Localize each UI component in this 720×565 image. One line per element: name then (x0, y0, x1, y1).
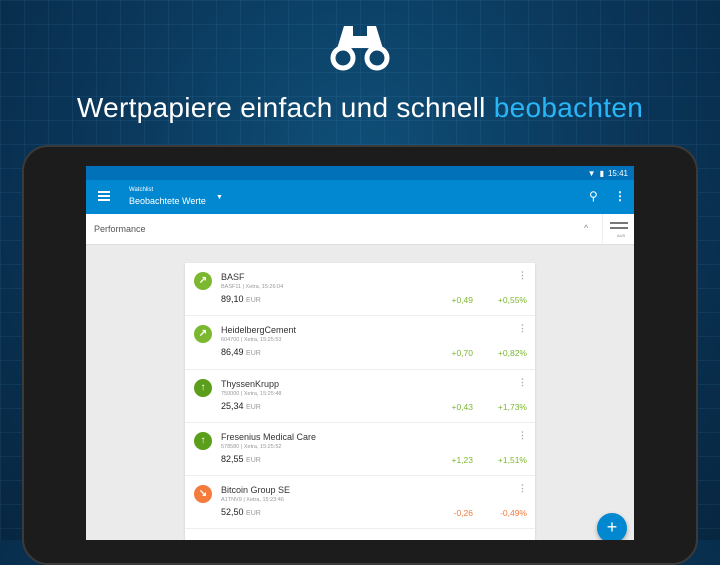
stock-percent: +0,82% (497, 348, 527, 359)
stock-change: +0,49 (451, 295, 473, 305)
stock-name: HeidelbergCement (221, 325, 297, 336)
trend-up-icon: ↑ (194, 378, 212, 397)
stock-percent: +0,55% (497, 295, 527, 305)
trend-up-icon: ↑ (194, 431, 212, 450)
list-item[interactable]: ↑ Fresenius Medical Care 578580 | Xetra,… (185, 423, 535, 477)
list-item[interactable]: ↗ BASF BASF11 | Xetra, 15:26:04 89,10 EU… (185, 263, 535, 317)
headline: Wertpapiere einfach und schnell beobacht… (76, 92, 644, 123)
stock-price: 86,49 EUR (221, 347, 261, 358)
stock-price: 89,10 EUR (221, 294, 261, 304)
stock-meta: A1TNV9 | Xetra, 15:23:46 (221, 497, 284, 504)
app-bar: Watchlist Beobachtete Werte ▼ ⚲ ⋮ (86, 180, 634, 214)
item-more-icon[interactable]: ⋮ (518, 376, 527, 387)
dropdown-icon[interactable]: ▼ (216, 194, 223, 201)
stock-price: 25,34 EUR (221, 400, 261, 411)
battery-icon: ▮ (599, 168, 604, 178)
list-item[interactable]: ↗ HeidelbergCement 604700 | Xetra, 15:25… (185, 316, 535, 370)
wifi-icon: ▼ (587, 168, 596, 178)
stock-price: 82,55 EUR (221, 453, 261, 464)
stock-meta: 578580 | Xetra, 15:25:52 (221, 443, 282, 450)
stock-name: ThyssenKrupp (221, 378, 280, 389)
trend-down-right-icon: ↘ (194, 485, 212, 504)
stock-change: -0,26 (453, 508, 473, 519)
more-icon[interactable]: ⋮ (614, 189, 626, 203)
chevron-up-icon[interactable]: ^ (584, 223, 589, 233)
stock-percent: +1,73% (497, 401, 527, 412)
performance-bar[interactable]: Performance ^ AUS (86, 214, 634, 245)
item-more-icon[interactable]: ⋮ (518, 323, 527, 334)
performance-label: Performance (94, 224, 146, 234)
binoculars-icon (330, 26, 390, 71)
item-more-icon[interactable]: ⋮ (518, 429, 527, 440)
list-item[interactable]: ↘ Bitcoin Group SE A1TNV9 | Xetra, 15:23… (185, 476, 535, 530)
stock-price: 52,50 EUR (221, 507, 261, 518)
menu-icon[interactable] (98, 191, 110, 201)
sort-label: AUS (617, 233, 626, 238)
item-more-icon[interactable]: ⋮ (518, 483, 527, 494)
stock-name: Bitcoin Group SE (221, 485, 291, 496)
stock-percent: -0,49% (500, 508, 527, 519)
stock-name: Fresenius Medical Care (221, 431, 317, 442)
stock-meta: BASF11 | Xetra, 15:26:04 (221, 284, 284, 290)
stock-meta: 750000 | Xetra, 15:25:48 (221, 390, 282, 397)
watchlist-label: Watchlist (129, 187, 154, 193)
stock-meta: 604700 | Xetra, 15:25:53 (221, 337, 282, 344)
stock-change: +0,43 (451, 401, 473, 412)
search-icon[interactable]: ⚲ (589, 189, 598, 203)
sort-button[interactable]: AUS (602, 214, 634, 245)
trend-up-right-icon: ↗ (194, 325, 212, 344)
status-time: 15:41 (607, 168, 628, 178)
stock-change: +0,70 (451, 348, 473, 359)
item-more-icon[interactable]: ⋮ (518, 270, 527, 280)
trend-up-right-icon: ↗ (194, 272, 212, 290)
list-item[interactable]: ↑ ThyssenKrupp 750000 | Xetra, 15:25:48 … (185, 370, 535, 423)
add-button[interactable]: + (597, 513, 627, 540)
watchlist-card: ↗ BASF BASF11 | Xetra, 15:26:04 89,10 EU… (185, 263, 535, 540)
stock-percent: +1,51% (497, 454, 527, 465)
status-bar: ▼ ▮ 15:41 (86, 166, 634, 180)
stock-name: BASF (221, 272, 245, 282)
stock-change: +1,23 (451, 454, 473, 465)
watchlist-title[interactable]: Beobachtete Werte (129, 196, 206, 206)
app-screen: ▼ ▮ 15:41 Watchlist Beobachtete Werte ▼ ⚲ … (86, 166, 634, 540)
